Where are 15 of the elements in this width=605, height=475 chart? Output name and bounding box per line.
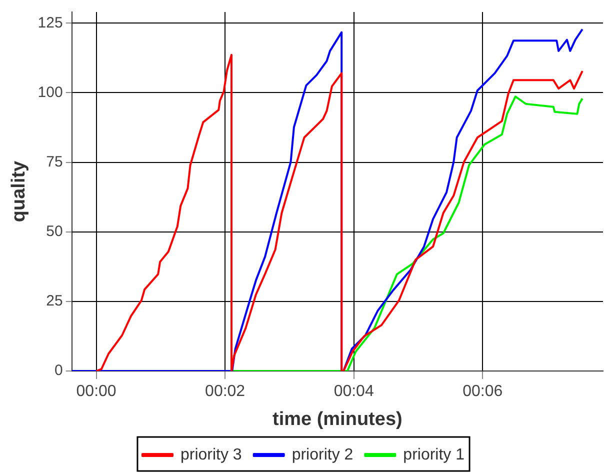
- x-tick-label: 00:02: [205, 383, 246, 400]
- y-tick-label: 75: [46, 153, 63, 170]
- x-tick-label: 00:00: [76, 383, 116, 400]
- y-tick-label: 25: [46, 292, 63, 310]
- y-tick-label: 0: [54, 362, 63, 380]
- y-tick-label: 50: [46, 222, 63, 240]
- y-axis-title: quality: [8, 160, 30, 222]
- legend-label: priority 1: [403, 446, 465, 464]
- y-tick-label: 125: [38, 14, 63, 32]
- legend-label: priority 2: [292, 446, 354, 464]
- x-tick-label: 00:04: [334, 383, 374, 400]
- y-tick-label: 100: [38, 84, 63, 101]
- x-axis-title: time (minutes): [272, 408, 402, 430]
- x-tick-label: 00:06: [462, 383, 503, 400]
- legend-label: priority 3: [180, 446, 242, 464]
